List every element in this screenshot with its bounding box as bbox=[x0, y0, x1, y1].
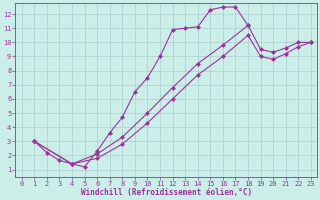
X-axis label: Windchill (Refroidissement éolien,°C): Windchill (Refroidissement éolien,°C) bbox=[81, 188, 252, 197]
